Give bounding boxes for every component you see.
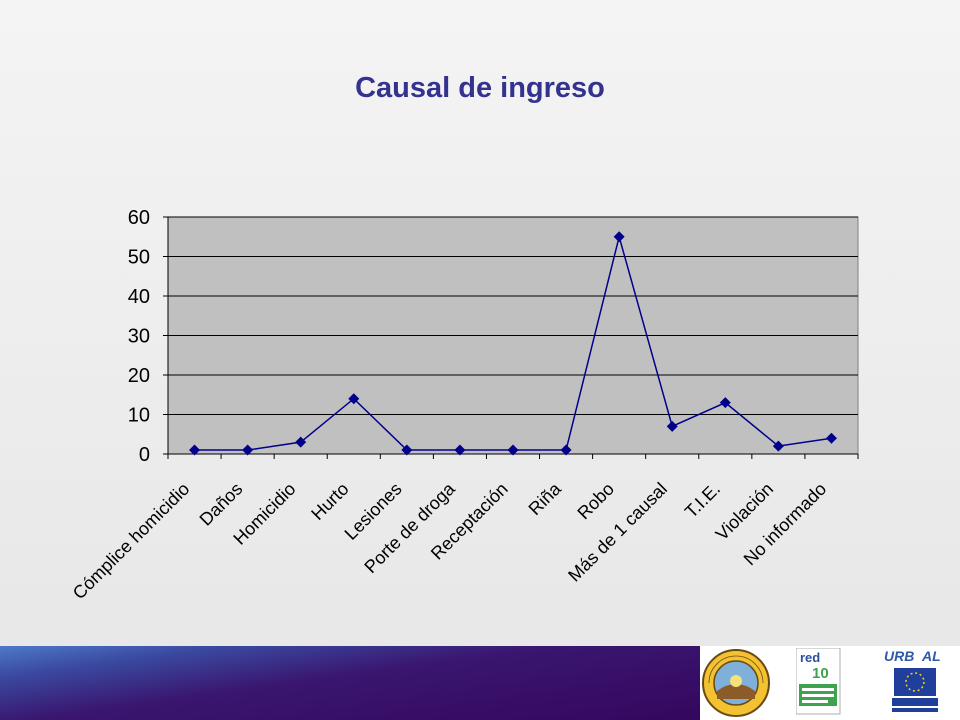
chart-title: Causal de ingreso — [355, 72, 605, 104]
data-point — [242, 444, 254, 456]
x-tick-label: T.I.E. — [681, 479, 724, 522]
footer-band — [0, 646, 700, 720]
x-tick-label: Cómplice homicidio — [69, 479, 193, 603]
data-point — [560, 444, 572, 456]
svg-text:AL: AL — [921, 648, 941, 664]
x-tick-label: Hurto — [307, 479, 352, 524]
data-point — [772, 440, 784, 452]
svg-text:10: 10 — [812, 665, 829, 682]
data-point — [454, 444, 466, 456]
data-point — [507, 444, 519, 456]
data-point — [295, 436, 307, 448]
data-point — [825, 432, 837, 444]
data-point — [719, 397, 731, 409]
y-tick-label: 0 — [139, 444, 150, 466]
x-tick-label: Daños — [196, 479, 247, 530]
urbal-europeaid-logo: URB AL — [884, 648, 941, 712]
y-tick-label: 30 — [128, 326, 150, 348]
x-tick-label: Porte de droga — [360, 478, 459, 577]
x-tick-label: Robo — [573, 479, 618, 524]
y-tick-label: 60 — [128, 207, 150, 229]
x-tick-label: Más de 1 causal — [564, 479, 671, 586]
y-tick-label: 10 — [128, 405, 150, 427]
data-point — [666, 420, 678, 432]
y-tick-label: 20 — [128, 365, 150, 387]
data-point — [348, 393, 360, 405]
data-point — [613, 231, 625, 243]
svg-text:URB: URB — [884, 648, 914, 664]
municipalidad-seal-logo — [702, 649, 770, 717]
data-point — [401, 444, 413, 456]
svg-text:red: red — [800, 650, 820, 665]
x-tick-label: Riña — [525, 478, 566, 519]
data-point — [189, 444, 201, 456]
logo-strip: red 10 URB AL — [700, 646, 960, 720]
y-tick-label: 40 — [128, 286, 150, 308]
red-10-logo: red 10 — [796, 648, 841, 715]
y-tick-label: 50 — [128, 247, 150, 269]
